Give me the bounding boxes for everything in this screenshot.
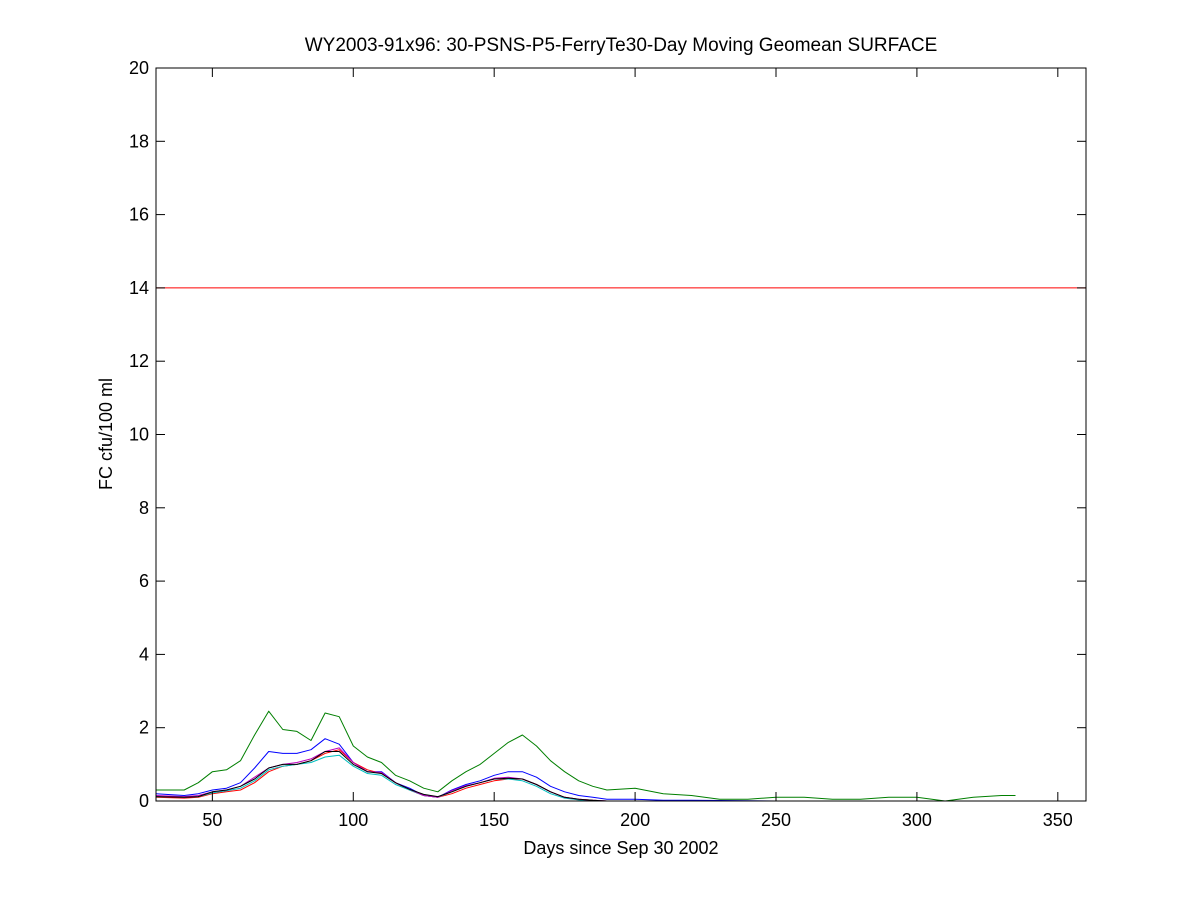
x-tick-label-3: 200 bbox=[620, 810, 650, 830]
y-tick-label-10: 20 bbox=[129, 58, 149, 78]
y-tick-label-8: 16 bbox=[129, 205, 149, 225]
x-tick-label-1: 100 bbox=[338, 810, 368, 830]
x-tick-label-5: 300 bbox=[902, 810, 932, 830]
tick-layer: 50 100 150 200 250 300 350 0 2 4 6 8 10 12 14 16 18 20 bbox=[129, 58, 1086, 830]
plot-frame bbox=[155, 67, 1087, 802]
x-tick-label-0: 50 bbox=[202, 810, 222, 830]
y-tick-label-0: 0 bbox=[139, 791, 149, 811]
y-tick-label-5: 10 bbox=[129, 425, 149, 445]
x-tick-label-2: 150 bbox=[479, 810, 509, 830]
y-axis-label: FC cfu/100 ml bbox=[96, 378, 116, 490]
y-tick-label-3: 6 bbox=[139, 571, 149, 591]
plot-background bbox=[156, 68, 1086, 801]
y-tick-label-9: 18 bbox=[129, 131, 149, 151]
x-axis-label: Days since Sep 30 2002 bbox=[523, 838, 718, 858]
series-line-4 bbox=[155, 754, 636, 802]
y-tick-label-4: 8 bbox=[139, 498, 149, 518]
y-tick-label-6: 12 bbox=[129, 351, 149, 371]
y-tick-label-1: 2 bbox=[139, 718, 149, 738]
series-layer bbox=[155, 710, 1016, 802]
x-tick-label-6: 350 bbox=[1043, 810, 1073, 830]
chart-title: WY2003-91x96: 30-PSNS-P5-FerryTe30-Day M… bbox=[305, 35, 938, 56]
series-line-1 bbox=[156, 710, 1016, 802]
series-line-6 bbox=[155, 751, 664, 802]
y-tick-label-2: 4 bbox=[139, 644, 149, 664]
y-tick-label-7: 14 bbox=[129, 278, 149, 298]
x-tick-label-4: 250 bbox=[761, 810, 791, 830]
